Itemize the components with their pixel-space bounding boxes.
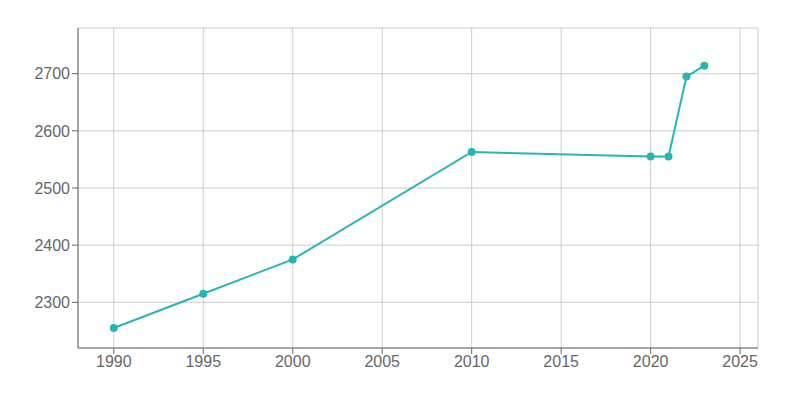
- svg-text:1995: 1995: [185, 353, 221, 370]
- svg-text:2400: 2400: [34, 237, 70, 254]
- svg-text:2025: 2025: [722, 353, 758, 370]
- svg-text:2500: 2500: [34, 180, 70, 197]
- svg-text:2015: 2015: [543, 353, 579, 370]
- svg-text:2020: 2020: [633, 353, 669, 370]
- svg-text:2010: 2010: [454, 353, 490, 370]
- svg-text:2000: 2000: [275, 353, 311, 370]
- svg-text:2600: 2600: [34, 123, 70, 140]
- svg-text:1990: 1990: [96, 353, 132, 370]
- svg-text:2700: 2700: [34, 65, 70, 82]
- svg-text:2005: 2005: [364, 353, 400, 370]
- svg-text:2300: 2300: [34, 294, 70, 311]
